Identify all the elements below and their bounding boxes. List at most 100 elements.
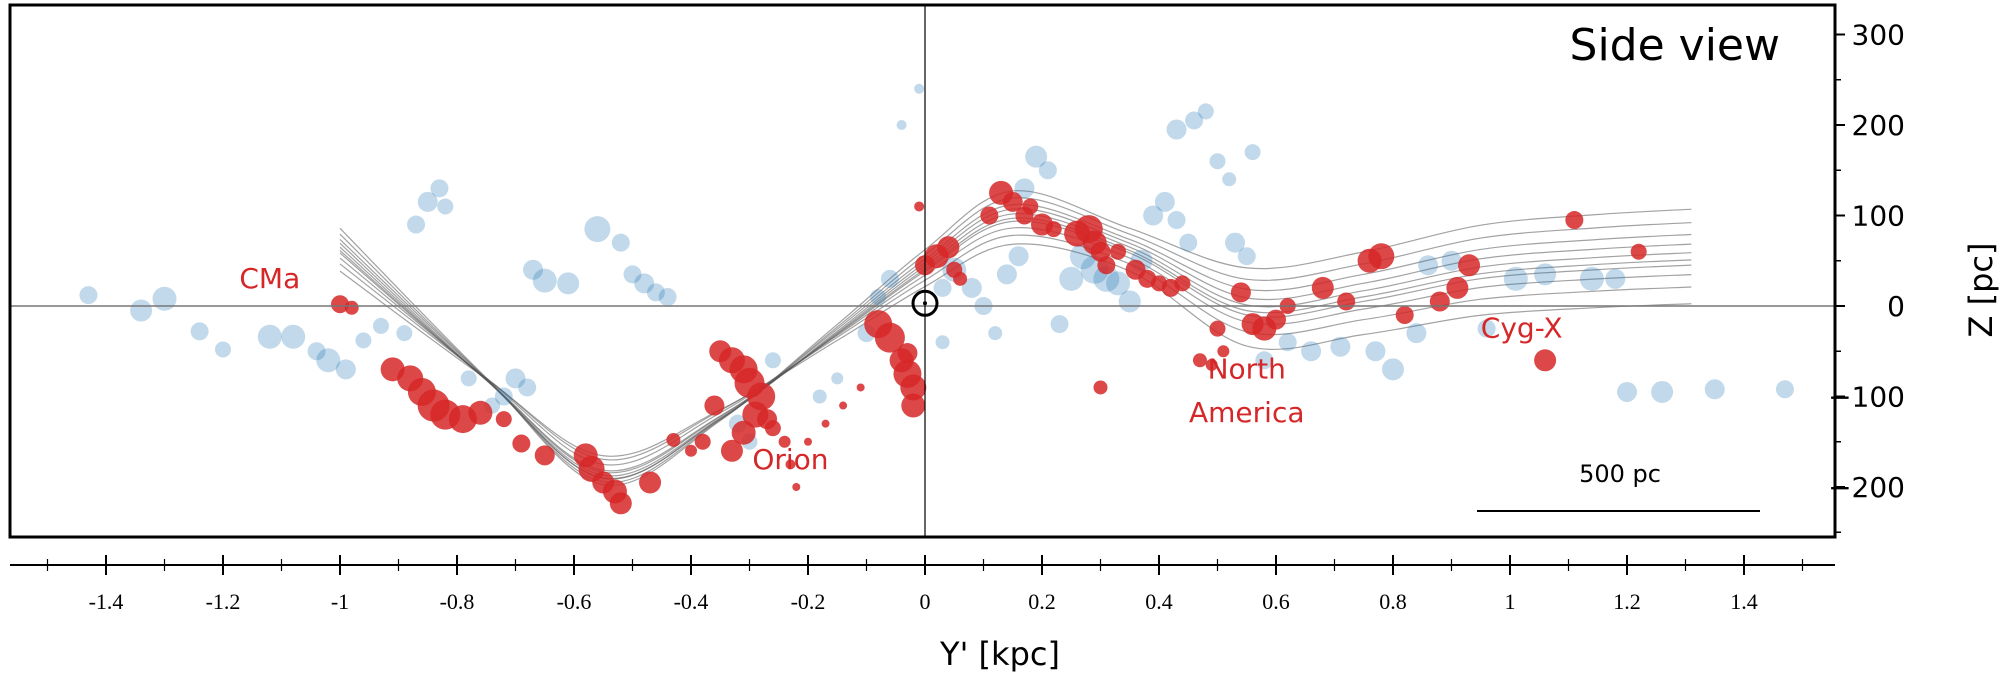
blue-cloud-point (335, 359, 356, 380)
blue-cloud-point (812, 389, 827, 404)
scale-bar-label: 500 pc (1579, 460, 1661, 488)
red-cloud-point (1205, 358, 1218, 371)
sun-marker (911, 289, 939, 317)
x-tick-label: 1 (1505, 589, 1516, 614)
blue-cloud-point (1197, 103, 1214, 120)
red-cloud-point (1337, 292, 1356, 311)
blue-cloud-point (557, 272, 580, 295)
blue-cloud-point (1651, 380, 1674, 403)
x-tick-label: -0.8 (440, 589, 475, 614)
red-cloud-point (804, 437, 812, 446)
region-label: America (1189, 396, 1305, 429)
region-label: Orion (752, 443, 828, 476)
y-tick-label: 0 (1887, 290, 1905, 323)
blue-cloud-point (870, 288, 887, 305)
red-cloud-point (1192, 353, 1207, 368)
blue-cloud-point (355, 332, 372, 349)
red-cloud-point (1395, 306, 1414, 325)
blue-cloud-point (1301, 341, 1322, 362)
red-cloud-point (685, 444, 697, 457)
red-cloud-point (344, 300, 359, 315)
x-axis-label: Y' [kpc] (939, 635, 1060, 673)
red-cloud-point (1630, 243, 1647, 260)
y-tick-label: 200 (1852, 109, 1905, 142)
blue-cloud-point (1255, 351, 1274, 370)
y-axis: 300 200 100 0 −100 −200 (1828, 19, 1905, 533)
blue-cloud-point (831, 372, 844, 385)
region-label: Cyg-X (1481, 312, 1563, 345)
blue-cloud-point (1775, 380, 1794, 399)
red-cloud-point (468, 400, 493, 425)
blue-cloud-point (257, 324, 282, 349)
blue-cloud-point (658, 287, 677, 306)
blue-cloud-point (1225, 232, 1246, 253)
red-cloud-point (609, 492, 632, 515)
red-cloud-point (764, 420, 781, 437)
fit-curve (339, 197, 1692, 484)
x-tick-label: 0 (920, 589, 931, 614)
red-cloud-point (1110, 243, 1127, 260)
red-cloud-point (1534, 349, 1557, 372)
blue-cloud-point (494, 387, 513, 406)
blue-cloud-point (1441, 250, 1462, 271)
red-cloud-point (666, 432, 681, 447)
blue-cloud-point (152, 286, 177, 311)
blue-cloud-point (430, 179, 449, 198)
blue-cloud-point (307, 342, 326, 361)
blue-cloud-point (584, 216, 611, 243)
red-cloud-point (1230, 282, 1251, 303)
red-cloud-point (1429, 291, 1450, 312)
region-label: North (1208, 352, 1286, 385)
red-cloud-point (953, 271, 968, 286)
blue-cloud-point (933, 278, 952, 297)
blue-cloud-point (914, 83, 925, 94)
red-cloud-point (1217, 345, 1230, 358)
blue-cloud-point (1278, 333, 1297, 352)
blue-cloud-point (1365, 341, 1386, 362)
x-tick-label: -0.4 (674, 589, 709, 614)
fit-curve (339, 190, 1692, 487)
blue-cloud-point (1143, 205, 1164, 226)
region-label: CMa (239, 262, 300, 295)
blue-cloud-point (437, 198, 454, 215)
x-tick-label: -0.2 (791, 589, 826, 614)
sun-dot (923, 301, 927, 306)
red-cloud-point (980, 206, 999, 225)
red-cloud-point (900, 374, 927, 401)
blue-cloud-point (215, 341, 231, 358)
blue-cloud-point (1025, 145, 1048, 168)
blue-cloud-point (961, 277, 982, 298)
blue-cloud-point (996, 264, 1017, 285)
red-cloud-point (914, 201, 925, 212)
plot-frame (8, 3, 1837, 539)
red-cloud-point (495, 411, 512, 428)
blue-cloud-point (281, 324, 306, 349)
blue-cloud-point (1605, 268, 1626, 289)
blue-cloud-point (1503, 266, 1528, 291)
blue-cloud-point (460, 370, 477, 387)
x-tick-label: -1.2 (206, 589, 241, 614)
red-cloud-point (856, 383, 865, 392)
red-cloud-point (897, 343, 918, 364)
red-cloud-point (778, 435, 791, 448)
blue-cloud-point (505, 368, 526, 389)
blue-cloud-point (1050, 315, 1069, 334)
blue-cloud-point (1406, 323, 1427, 344)
red-cloud-point (720, 439, 743, 462)
red-cloud-point (1093, 380, 1108, 395)
red-cloud-point (512, 434, 531, 453)
blue-cloud-point (1008, 246, 1029, 267)
y-tick-label: −200 (1828, 471, 1905, 504)
blue-cloud-point (518, 378, 537, 397)
blue-cloud-point (1209, 153, 1226, 170)
blue-cloud-point (417, 191, 438, 212)
red-cloud-point (331, 295, 349, 314)
red-cloud-point (1002, 191, 1023, 212)
red-cloud-point (1458, 254, 1481, 277)
blue-cloud-point (1244, 144, 1261, 161)
x-tick-label: 0.4 (1145, 589, 1173, 614)
blue-cloud-point (988, 326, 1003, 341)
blue-cloud-point (1038, 161, 1057, 180)
blue-cloud-point (1330, 336, 1351, 357)
